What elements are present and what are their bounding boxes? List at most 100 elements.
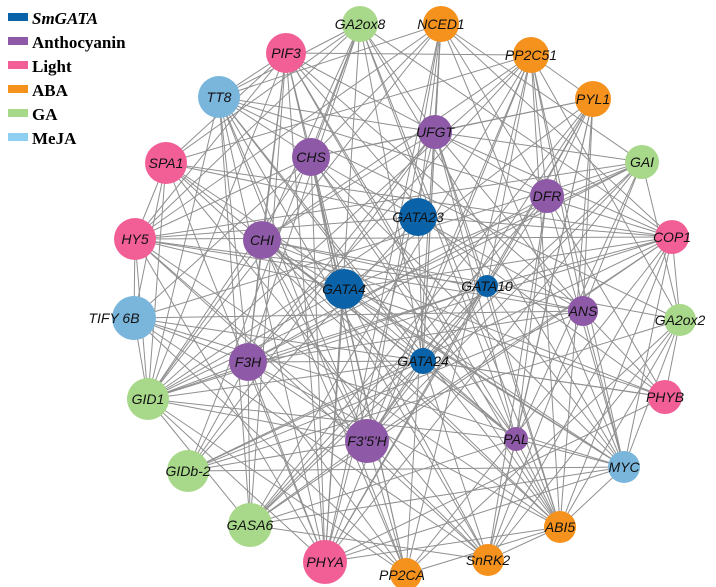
edge-SnRK2-GATA24: [422, 360, 489, 561]
node-PAL[interactable]: PAL: [503, 427, 529, 451]
node-MYC[interactable]: MYC: [608, 451, 640, 483]
edge-NCED1-GAI: [440, 23, 643, 163]
node-GID1[interactable]: GID1: [127, 378, 169, 420]
edge-GA2ox2-TT8: [218, 96, 681, 321]
edge-NCED1-DFR: [440, 23, 548, 197]
edge-UFGT-CHI: [261, 131, 436, 241]
edge-GAI-ANS: [582, 161, 643, 312]
edge-NCED1-HY5: [134, 23, 442, 240]
edge-GATA23-GATA24: [417, 216, 424, 362]
edge-GA2ox8-F3H: [247, 23, 361, 363]
edge-PP2CA-CHI: [261, 239, 407, 575]
node-label: PHYB: [646, 389, 684, 405]
node-F35H[interactable]: F3'5'H: [345, 419, 389, 463]
node-circle: [399, 198, 437, 236]
node-layer: NCED1 PP2C51 PYL1 GAI COP1 GA2ox2 PHYB MYC ABI5 S…: [88, 6, 706, 587]
node-PYL1[interactable]: PYL1: [575, 81, 611, 117]
node-label: GATA23: [392, 209, 444, 225]
node-circle: [664, 304, 696, 336]
edge-GID1-PIF3: [147, 52, 287, 400]
edge-GID1-GATA10: [147, 285, 488, 400]
node-TIFY6B[interactable]: TIFY 6B: [88, 296, 156, 340]
edge-PIF3-GATA10: [285, 52, 488, 287]
legend-swatch: [8, 61, 28, 69]
node-circle: [390, 558, 422, 587]
node-PIF3[interactable]: PIF3: [266, 33, 306, 73]
edge-F3H-GATA10: [247, 285, 488, 363]
node-label: HY5: [121, 231, 148, 247]
legend-label: SmGATA: [32, 9, 98, 28]
edge-ANS-F3H: [247, 310, 584, 363]
edge-ABI5-TT8: [218, 96, 561, 528]
node-HY5[interactable]: HY5: [114, 218, 156, 260]
edge-MYC-PHYA: [324, 466, 625, 563]
node-GAI[interactable]: GAI: [625, 145, 659, 179]
node-GA2ox2[interactable]: GA2ox2: [655, 304, 706, 336]
edge-NCED1-CHS: [310, 23, 442, 158]
node-circle: [167, 450, 209, 492]
edge-PHYA-GATA10: [324, 285, 488, 563]
edge-PHYB-DFR: [546, 195, 666, 398]
node-ABI5[interactable]: ABI5: [544, 511, 576, 543]
legend-label: ABA: [32, 81, 69, 100]
node-GATA4[interactable]: GATA4: [322, 269, 366, 309]
edge-GA2ox8-PAL: [359, 23, 517, 440]
edge-MYC-GIDb-2: [187, 466, 625, 472]
node-GASA6[interactable]: GASA6: [227, 503, 274, 547]
node-label: GATA4: [322, 281, 366, 297]
node-GATA10[interactable]: GATA10: [461, 275, 513, 297]
node-circle: [114, 218, 156, 260]
node-circle: [504, 427, 528, 451]
node-GIDb-2[interactable]: GIDb-2: [165, 450, 211, 492]
edge-ABI5-PAL: [515, 438, 561, 528]
node-circle: [303, 540, 347, 584]
edge-MYC-TIFY6B: [133, 317, 625, 468]
node-label: UFGT: [416, 124, 456, 140]
node-circle: [410, 348, 436, 374]
edge-NCED1-TT8: [218, 23, 442, 98]
edge-NCED1-MYC: [440, 23, 625, 468]
node-PHYB[interactable]: PHYB: [646, 380, 684, 414]
node-CHI[interactable]: CHI: [243, 221, 281, 259]
edge-SPA1-GA2ox8: [165, 23, 361, 164]
node-SnRK2[interactable]: SnRK2: [466, 544, 511, 576]
node-PP2CA[interactable]: PP2CA: [379, 558, 425, 587]
node-label: TT8: [207, 89, 232, 105]
node-PHYA[interactable]: PHYA: [303, 540, 347, 584]
node-F3H[interactable]: F3H: [229, 343, 267, 381]
node-NCED1[interactable]: NCED1: [417, 6, 465, 42]
edge-MYC-GATA10: [486, 285, 625, 468]
node-CHS[interactable]: CHS: [292, 138, 330, 176]
node-GATA24[interactable]: GATA24: [397, 348, 449, 374]
edge-UFGT-GATA10: [434, 131, 488, 287]
legend-label: GA: [32, 105, 58, 124]
legend-label: MeJA: [32, 129, 77, 148]
edge-GA2ox8-UFGT: [359, 23, 436, 133]
edge-HY5-GATA10: [134, 238, 488, 287]
edge-ANS-CHI: [261, 239, 584, 312]
node-COP1[interactable]: COP1: [653, 220, 691, 254]
edge-UFGT-GATA24: [422, 131, 436, 362]
edge-PP2C51-GA2ox2: [530, 54, 681, 321]
edge-PHYA-GID1: [147, 398, 326, 563]
legend-item-aba: ABA: [8, 81, 69, 100]
node-GA2ox8[interactable]: GA2ox8: [335, 6, 386, 42]
node-label: SPA1: [149, 155, 184, 171]
node-GATA23[interactable]: GATA23: [392, 198, 444, 236]
node-circle: [345, 419, 389, 463]
node-SPA1[interactable]: SPA1: [145, 142, 187, 184]
edge-PP2CA-CHS: [310, 156, 407, 575]
node-UFGT[interactable]: UFGT: [416, 115, 456, 149]
edge-PYL1-GATA4: [343, 98, 594, 290]
edge-COP1-HY5: [134, 236, 673, 240]
node-TT8[interactable]: TT8: [198, 76, 240, 118]
node-ANS[interactable]: ANS: [568, 296, 598, 326]
edge-HY5-ANS: [134, 238, 584, 312]
edge-PAL-GATA24: [422, 360, 517, 440]
node-PP2C51[interactable]: PP2C51: [505, 37, 557, 73]
edge-F3H-CHI: [247, 239, 263, 363]
node-DFR[interactable]: DFR: [530, 179, 564, 213]
node-circle: [423, 6, 459, 42]
node-label: ABI5: [544, 519, 576, 535]
edge-GASA6-DFR: [249, 195, 548, 526]
